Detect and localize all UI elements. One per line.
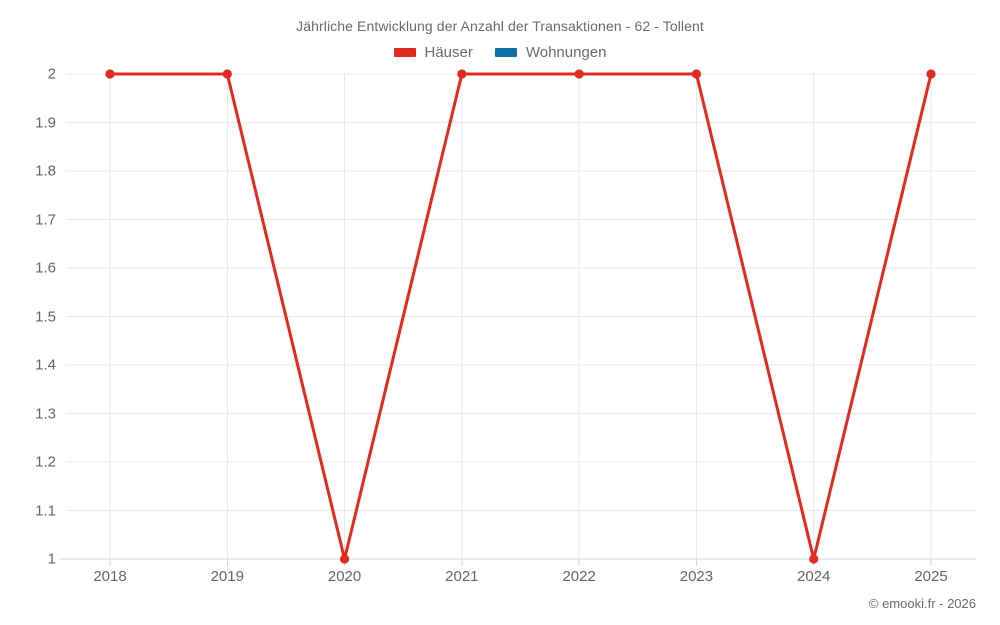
plot-area: [60, 69, 976, 566]
legend-label-hauser: Häuser: [424, 44, 473, 61]
data-point[interactable]: [574, 69, 584, 79]
x-tick-label: 2019: [210, 568, 244, 585]
legend-swatch-icon: [393, 48, 416, 57]
y-tick-label: 1.1: [35, 502, 56, 519]
x-tick-label: 2022: [562, 568, 596, 585]
y-tick-label: 1: [47, 550, 56, 568]
x-tick-label: 2024: [797, 568, 831, 585]
chart-legend: Häuser Wohnungen: [0, 44, 1000, 61]
plot-svg: [60, 69, 976, 566]
data-point[interactable]: [691, 69, 702, 79]
data-point[interactable]: [105, 69, 115, 79]
legend-item-wohnungen[interactable]: Wohnungen: [494, 44, 607, 61]
legend-item-hauser[interactable]: Häuser: [393, 44, 473, 61]
y-tick-label: 1.9: [35, 114, 56, 131]
y-tick-label: 1.6: [35, 259, 56, 277]
x-axis: 2018 2019 2020 2021 2022 2023 2024 2025: [66, 568, 976, 592]
data-point[interactable]: [222, 69, 232, 79]
legend-label-wohnungen: Wohnungen: [525, 44, 607, 61]
legend-swatch-icon: [494, 48, 517, 57]
data-point[interactable]: [339, 554, 350, 564]
chart-title: Jährliche Entwicklung der Anzahl der Tra…: [296, 18, 704, 34]
data-point[interactable]: [926, 69, 936, 79]
x-tick-label: 2021: [445, 568, 479, 585]
y-tick-label: 2: [47, 65, 56, 83]
data-point[interactable]: [457, 69, 467, 79]
x-tick-label: 2018: [93, 568, 127, 585]
x-tick-label: 2020: [327, 568, 362, 585]
y-tick-label: 1.5: [35, 308, 56, 325]
y-tick-label: 1.8: [35, 162, 56, 180]
y-tick-label: 1.2: [35, 453, 56, 471]
x-tick-label: 2025: [914, 568, 948, 585]
series-line-häuser: [110, 72, 933, 560]
y-axis: 1 1.1 1.2 1.3 1.4 1.5 1.6 1.7 1.8 1.9 2: [0, 66, 56, 568]
x-tick-label: 2023: [679, 568, 714, 585]
footer-copyright: © emooki.fr - 2026: [868, 596, 976, 611]
y-tick-label: 1.7: [35, 211, 56, 228]
data-point[interactable]: [809, 554, 819, 564]
y-tick-label: 1.3: [35, 405, 56, 422]
y-tick-label: 1.4: [35, 356, 56, 374]
